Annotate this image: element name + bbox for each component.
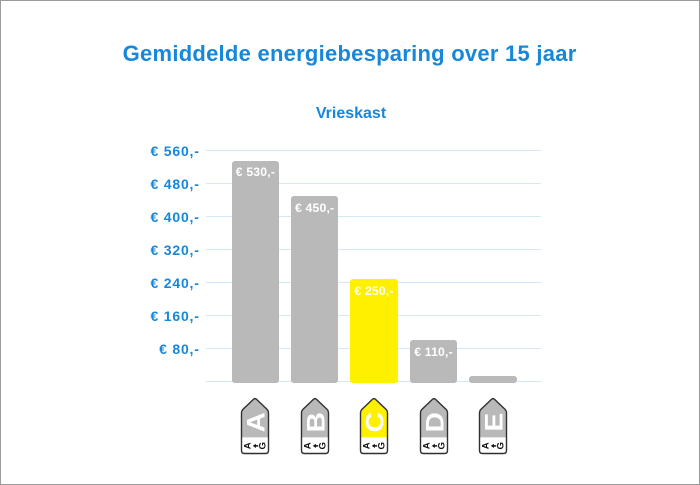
svg-text:A: A: [302, 442, 313, 449]
svg-text:G: G: [436, 442, 447, 449]
svg-text:C: C: [361, 412, 389, 432]
svg-text:A: A: [480, 442, 491, 449]
svg-text:A: A: [361, 442, 372, 449]
svg-text:A: A: [242, 412, 270, 432]
svg-text:E: E: [480, 413, 508, 432]
svg-text:G: G: [377, 442, 388, 449]
svg-text:G: G: [317, 442, 328, 449]
svg-text:A: A: [421, 442, 432, 449]
svg-text:A: A: [243, 442, 254, 449]
svg-text:B: B: [302, 412, 330, 432]
svg-text:D: D: [421, 412, 449, 432]
svg-text:G: G: [258, 442, 269, 449]
svg-text:G: G: [495, 442, 506, 449]
